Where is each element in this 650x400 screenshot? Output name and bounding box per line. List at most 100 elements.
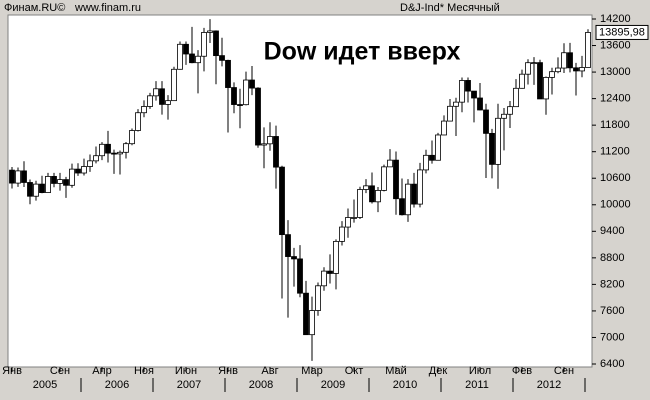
candle-body <box>153 88 159 97</box>
candle-body <box>123 143 129 153</box>
x-tick-label: Янв <box>218 365 238 377</box>
candle-body <box>417 169 423 205</box>
candle-body <box>237 104 243 106</box>
candle-body <box>387 159 393 168</box>
candle-body <box>339 226 345 242</box>
instrument: D&J-Ind* Месячный <box>400 2 500 14</box>
y-tick-label: 7600 <box>600 305 624 317</box>
candle-body <box>147 95 153 107</box>
candle-body <box>549 71 555 78</box>
candle-body <box>351 217 357 219</box>
candle-body <box>15 170 21 184</box>
y-tick-label: 8800 <box>600 252 624 264</box>
year-label: 2010 <box>393 379 417 391</box>
candle-body <box>471 90 477 99</box>
candle-body <box>411 183 417 205</box>
candle-body <box>423 154 429 171</box>
candle-body <box>477 97 483 111</box>
x-tick-label: Сен <box>50 365 70 377</box>
candle-body <box>141 106 147 114</box>
y-tick-label: 7000 <box>600 331 624 343</box>
candle-body <box>105 143 111 154</box>
candle-body <box>531 62 537 65</box>
candle-body <box>369 185 375 203</box>
x-tick-label: Ноя <box>134 365 154 377</box>
candle-body <box>177 43 183 70</box>
x-tick-label: Окт <box>345 365 364 377</box>
plot-area <box>7 14 593 368</box>
x-tick-label: Апр <box>92 365 111 377</box>
candle-body <box>93 155 99 162</box>
candle-body <box>63 179 69 186</box>
candle-body <box>213 30 219 57</box>
site: www.finam.ru <box>74 2 141 14</box>
candle-body <box>405 183 411 216</box>
candle-body <box>81 166 87 174</box>
candle-body <box>309 310 315 336</box>
year-label: 2005 <box>33 379 57 391</box>
y-tick-label: 11800 <box>600 119 630 131</box>
candle-body <box>45 176 51 194</box>
y-tick-label: 11200 <box>600 146 630 158</box>
y-tick-label: 13000 <box>600 66 631 78</box>
candle-body <box>447 105 453 122</box>
x-tick-label: Июл <box>469 365 491 377</box>
y-tick-label: 8200 <box>600 278 624 290</box>
x-tick-label: Июн <box>175 365 197 377</box>
candle-body <box>399 198 405 216</box>
candle-body <box>333 240 339 274</box>
candle-body <box>225 59 231 88</box>
candle-body <box>459 80 465 103</box>
candle-body <box>513 87 519 108</box>
last-price-box <box>595 24 649 40</box>
candle-body <box>183 43 189 55</box>
candle-body <box>117 151 123 155</box>
candle-body <box>291 256 297 260</box>
candle-body <box>279 166 285 236</box>
candle-body <box>21 170 27 183</box>
candle-body <box>111 152 117 155</box>
y-tick-label: 10600 <box>600 172 631 184</box>
candle-body <box>321 270 327 287</box>
candle-body <box>135 112 141 131</box>
candle-body <box>393 159 399 200</box>
year-label: 2011 <box>465 379 489 391</box>
y-tick-label: 9400 <box>600 225 624 237</box>
candle-body <box>231 87 237 105</box>
x-tick-label: Дек <box>429 365 448 377</box>
candle-body <box>129 130 135 145</box>
candle-body <box>267 136 273 145</box>
candle-body <box>543 76 549 100</box>
candle-body <box>165 100 171 105</box>
candle-body <box>27 182 33 197</box>
candle-body <box>39 183 45 194</box>
candle-body <box>585 32 591 68</box>
candle-body <box>453 101 459 107</box>
candle-body <box>273 136 279 168</box>
candle-body <box>579 67 585 72</box>
y-tick-label: 10000 <box>600 199 631 211</box>
candle-body <box>285 234 291 257</box>
candle-body <box>9 169 15 184</box>
candle-body <box>219 55 225 61</box>
y-tick-label: 13600 <box>600 39 631 51</box>
year-label: 2009 <box>321 379 345 391</box>
candle-body <box>297 258 303 294</box>
candle-body <box>435 134 441 161</box>
candle-body <box>573 67 579 72</box>
candle-body <box>375 189 381 203</box>
candle-body <box>249 79 255 89</box>
candle-body <box>507 106 513 115</box>
candle-body <box>171 68 177 102</box>
source: Финам.RU© <box>4 2 65 14</box>
x-tick-label: Авг <box>261 365 278 377</box>
candle-body <box>363 185 369 190</box>
x-tick-label: Фев <box>512 365 532 377</box>
candle-body <box>537 62 543 100</box>
year-label: 2008 <box>249 379 273 391</box>
x-tick-label: Мар <box>301 365 323 377</box>
candle-body <box>57 179 63 184</box>
candle-body <box>201 32 207 57</box>
year-label: 2007 <box>177 379 201 391</box>
candle-body <box>501 113 507 119</box>
